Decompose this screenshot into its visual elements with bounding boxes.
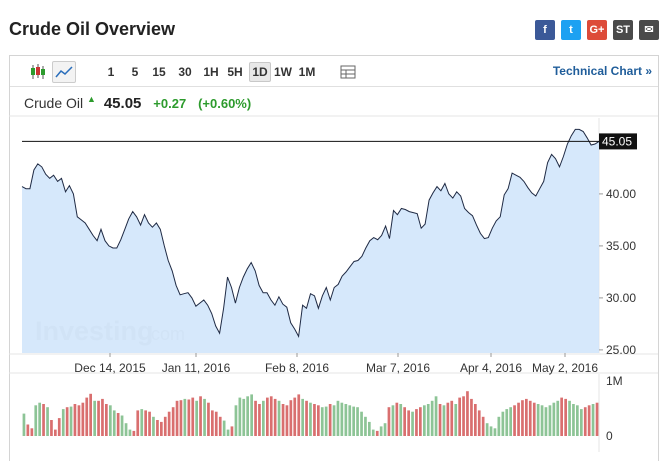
email-icon[interactable]: ✉	[639, 20, 659, 40]
instrument-name: Crude Oil	[24, 95, 84, 111]
twitter-icon[interactable]: t	[561, 20, 581, 40]
interval-1m-button[interactable]: 1M	[298, 65, 316, 79]
chart-settings-button[interactable]	[336, 61, 360, 83]
interval-1h-button[interactable]: 1H	[203, 65, 219, 79]
facebook-icon[interactable]: f	[535, 20, 555, 40]
candlestick-chart-toggle[interactable]	[26, 61, 50, 83]
interval-1d-button[interactable]: 1D	[249, 62, 271, 82]
interval-30-button[interactable]: 30	[178, 65, 192, 79]
interval-1w-button[interactable]: 1W	[274, 65, 292, 79]
technical-chart-link[interactable]: Technical Chart »	[552, 64, 652, 78]
line-chart-toggle[interactable]	[52, 61, 76, 83]
up-arrow-icon: ▲	[87, 94, 96, 104]
google-plus-icon[interactable]: G+	[587, 20, 607, 40]
price-change: +0.27	[153, 96, 187, 111]
chart-panel: 1 5 15 30 1H 5H 1D 1W 1M Technical Chart » Crude…	[9, 55, 659, 461]
interval-5h-button[interactable]: 5H	[227, 65, 243, 79]
stocktwits-icon[interactable]: ST	[613, 20, 633, 40]
table-icon	[340, 65, 356, 79]
price-change-percent: (+0.60%)	[198, 96, 252, 111]
quote-line: Crude Oil ▲ 45.05 +0.27 (+0.60%)	[24, 94, 252, 112]
interval-15-button[interactable]: 15	[152, 65, 166, 79]
last-price: 45.05	[103, 95, 142, 112]
interval-1-button[interactable]: 1	[107, 65, 115, 79]
page-title: Crude Oil Overview	[9, 19, 176, 39]
candlestick-icon	[31, 64, 45, 79]
line-chart-icon	[55, 66, 73, 78]
interval-5-button[interactable]: 5	[131, 65, 139, 79]
chart-toolbar: 1 5 15 30 1H 5H 1D 1W 1M Technical Chart »	[10, 56, 658, 87]
